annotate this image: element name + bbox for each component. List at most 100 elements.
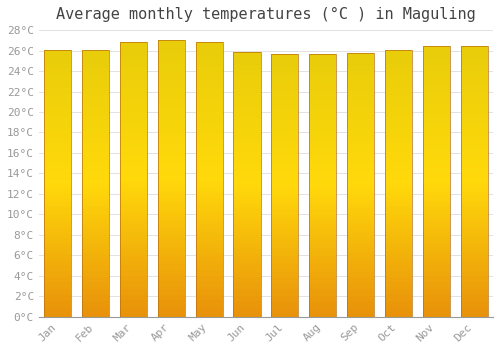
Bar <box>196 67 223 70</box>
Bar <box>271 146 298 148</box>
Bar <box>82 50 109 52</box>
Bar <box>234 120 260 123</box>
Bar <box>347 245 374 248</box>
Bar <box>82 220 109 223</box>
Bar <box>460 147 488 149</box>
Bar <box>347 52 374 55</box>
Bar <box>82 189 109 191</box>
Bar <box>44 301 72 303</box>
Bar <box>196 147 223 149</box>
Bar <box>234 166 260 168</box>
Bar <box>271 69 298 72</box>
Bar <box>309 227 336 230</box>
Bar <box>422 209 450 211</box>
Bar <box>309 206 336 209</box>
Bar <box>385 140 412 143</box>
Bar <box>158 79 185 82</box>
Bar <box>158 300 185 303</box>
Bar <box>82 269 109 271</box>
Bar <box>44 189 72 191</box>
Bar <box>309 306 336 309</box>
Bar <box>460 290 488 293</box>
Bar <box>385 253 412 256</box>
Bar <box>422 201 450 203</box>
Bar <box>196 138 223 141</box>
Bar <box>271 227 298 230</box>
Bar <box>196 292 223 295</box>
Bar <box>347 293 374 296</box>
Bar <box>271 219 298 222</box>
Bar <box>120 111 147 114</box>
Bar <box>82 154 109 156</box>
Bar <box>309 259 336 261</box>
Bar <box>271 230 298 233</box>
Bar <box>422 106 450 108</box>
Bar <box>271 85 298 88</box>
Bar <box>158 170 185 173</box>
Bar <box>196 92 223 94</box>
Bar <box>158 239 185 242</box>
Bar <box>347 309 374 312</box>
Bar <box>422 217 450 219</box>
Bar <box>271 88 298 90</box>
Bar <box>44 55 72 57</box>
Bar <box>234 131 260 134</box>
Bar <box>44 71 72 74</box>
Bar <box>82 90 109 92</box>
Bar <box>120 210 147 212</box>
Bar <box>385 279 412 282</box>
Bar <box>271 154 298 156</box>
Bar <box>347 227 374 230</box>
Bar <box>460 57 488 60</box>
Bar <box>234 110 260 113</box>
Bar <box>422 122 450 125</box>
Bar <box>82 309 109 312</box>
Bar <box>271 264 298 267</box>
Bar <box>120 311 147 314</box>
Bar <box>271 188 298 190</box>
Bar <box>309 296 336 299</box>
Bar <box>120 108 147 111</box>
Bar <box>309 127 336 130</box>
Bar <box>422 222 450 225</box>
Bar <box>271 67 298 69</box>
Bar <box>460 82 488 84</box>
Bar <box>196 245 223 248</box>
Bar <box>422 149 450 152</box>
Bar <box>158 162 185 165</box>
Bar <box>196 133 223 136</box>
Bar <box>347 103 374 105</box>
Bar <box>385 301 412 303</box>
Bar <box>385 287 412 290</box>
Bar <box>460 125 488 127</box>
Bar <box>82 210 109 212</box>
Bar <box>309 185 336 188</box>
Bar <box>82 287 109 290</box>
Bar <box>309 88 336 90</box>
Bar <box>422 279 450 282</box>
Bar <box>44 87 72 90</box>
Bar <box>309 148 336 151</box>
Bar <box>44 164 72 167</box>
Bar <box>460 246 488 249</box>
Bar <box>422 147 450 149</box>
Bar <box>120 144 147 147</box>
Bar <box>385 237 412 239</box>
Bar <box>158 253 185 256</box>
Bar <box>82 285 109 287</box>
Bar <box>82 52 109 55</box>
Bar <box>234 145 260 147</box>
Bar <box>82 167 109 170</box>
Bar <box>422 314 450 317</box>
Bar <box>44 122 72 124</box>
Bar <box>347 306 374 309</box>
Bar <box>120 103 147 105</box>
Bar <box>460 127 488 130</box>
Bar <box>82 250 109 253</box>
Bar <box>422 141 450 144</box>
Bar <box>158 93 185 96</box>
Bar <box>158 311 185 314</box>
Bar <box>385 285 412 287</box>
Bar <box>196 278 223 281</box>
Bar <box>120 78 147 81</box>
